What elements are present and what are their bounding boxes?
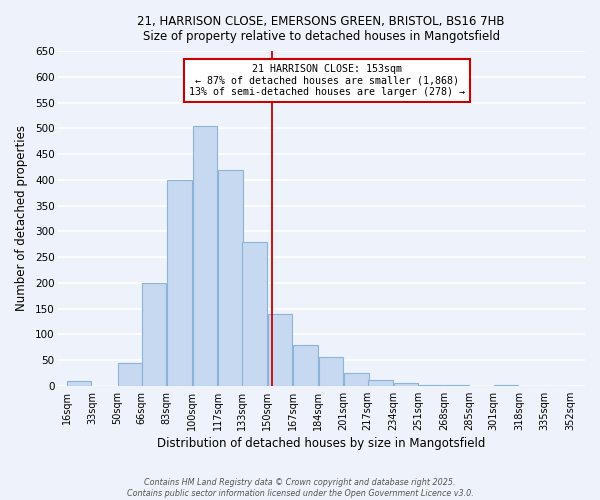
Bar xyxy=(344,373,368,386)
Bar xyxy=(268,314,292,386)
Bar xyxy=(242,242,266,386)
X-axis label: Distribution of detached houses by size in Mangotsfield: Distribution of detached houses by size … xyxy=(157,437,485,450)
Bar xyxy=(293,344,317,386)
Bar xyxy=(368,380,392,386)
Title: 21, HARRISON CLOSE, EMERSONS GREEN, BRISTOL, BS16 7HB
Size of property relative : 21, HARRISON CLOSE, EMERSONS GREEN, BRIS… xyxy=(137,15,505,43)
Bar xyxy=(419,385,443,386)
Bar xyxy=(142,283,166,386)
Bar xyxy=(394,383,418,386)
Bar xyxy=(167,180,192,386)
Bar xyxy=(319,358,343,386)
Text: Contains HM Land Registry data © Crown copyright and database right 2025.
Contai: Contains HM Land Registry data © Crown c… xyxy=(127,478,473,498)
Bar xyxy=(193,126,217,386)
Text: 21 HARRISON CLOSE: 153sqm
← 87% of detached houses are smaller (1,868)
13% of se: 21 HARRISON CLOSE: 153sqm ← 87% of detac… xyxy=(189,64,465,97)
Y-axis label: Number of detached properties: Number of detached properties xyxy=(15,126,28,312)
Bar xyxy=(118,362,142,386)
Bar xyxy=(218,170,243,386)
Bar xyxy=(67,380,91,386)
Bar xyxy=(494,385,518,386)
